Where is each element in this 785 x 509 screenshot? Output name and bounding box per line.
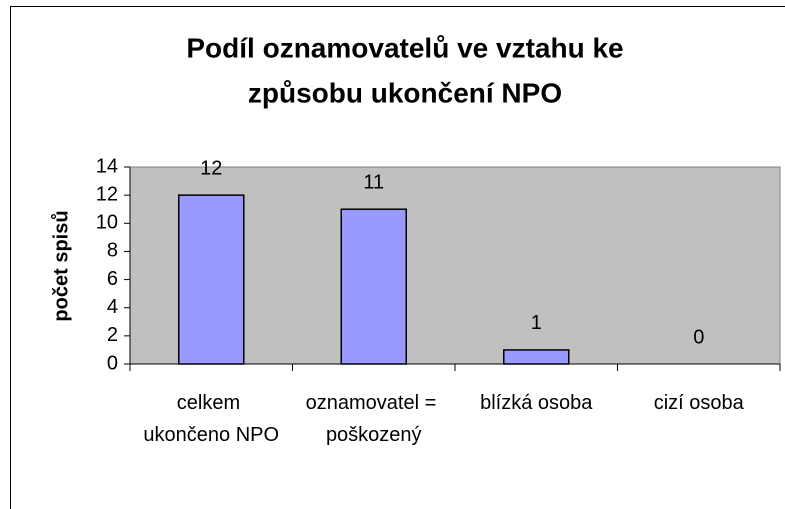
- chart-title: Podíl oznamovatelů ve vztahu ke: [186, 32, 623, 63]
- data-label: 12: [200, 157, 222, 179]
- y-tick-label: 2: [107, 324, 118, 346]
- y-axis-title: počet spisů: [50, 210, 72, 321]
- y-tick-label: 14: [96, 155, 118, 177]
- data-label: 0: [693, 326, 704, 348]
- bar: [340, 208, 407, 365]
- x-tick-label: blízká osoba: [480, 392, 593, 414]
- chart-title: způsobu ukončení NPO: [248, 77, 562, 108]
- y-tick-label: 12: [96, 183, 118, 205]
- y-tick-label: 10: [96, 212, 118, 234]
- bar: [178, 194, 245, 365]
- x-tick-label: celkem ukončeno NPO: [143, 392, 279, 446]
- data-label: 1: [531, 312, 542, 334]
- x-tick-label: cizí osoba: [654, 392, 745, 414]
- y-tick-label: 8: [107, 240, 118, 262]
- y-tick-label: 6: [107, 268, 118, 290]
- bar: [503, 349, 570, 365]
- x-tick-label: oznamovatel = poškozený: [306, 392, 442, 446]
- y-tick-label: 4: [107, 296, 118, 318]
- y-tick-label: 0: [107, 352, 118, 374]
- data-label: 11: [363, 171, 384, 193]
